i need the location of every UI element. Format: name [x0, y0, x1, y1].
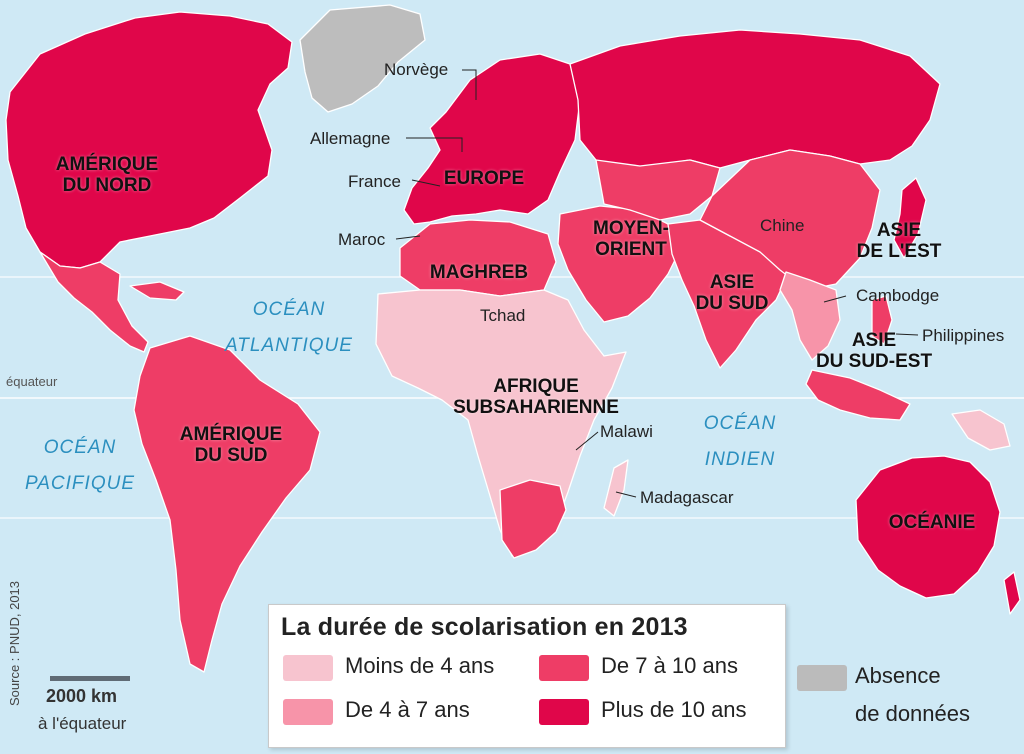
region-label-amerique-nord: AMÉRIQUE DU NORD: [42, 154, 172, 196]
country-label-allemagne: Allemagne: [310, 129, 391, 148]
subsaharan-africa-shape: [375, 289, 627, 557]
region-label-oceanie: OCÉANIE: [888, 512, 976, 533]
europe-shape: [403, 53, 581, 225]
caribbean-shape: [129, 281, 185, 301]
country-label-cambodge: Cambodge: [856, 286, 940, 305]
indonesia-shape: [805, 369, 911, 421]
new-guinea-shape: [951, 409, 1011, 451]
legend-swatch-plus-10: [539, 699, 589, 725]
ocean-label-line: ATLANTIQUE: [225, 335, 353, 356]
legend-box: La durée de scolarisation en 2013 Moins …: [268, 604, 970, 748]
ocean-label-indien: OCÉAN INDIEN: [690, 406, 790, 478]
ocean-label-line: OCÉAN: [252, 299, 326, 320]
north-america-shape: [5, 11, 293, 269]
legend-swatch-7-10: [539, 655, 589, 681]
region-label-amerique-sud: AMÉRIQUE DU SUD: [166, 424, 296, 466]
legend-label-7-10: De 7 à 10 ans: [601, 653, 738, 678]
region-label-line: DU SUD: [194, 445, 268, 466]
scale-sublabel: à l'équateur: [38, 714, 127, 733]
legend-swatch-4-7: [283, 699, 333, 725]
australia-shape: [855, 455, 1001, 599]
country-label-france: France: [348, 172, 401, 191]
ocean-label-pacifique: OCÉAN PACIFIQUE: [22, 430, 138, 502]
region-label-line: DU SUD: [695, 293, 769, 314]
country-label-norvege: Norvège: [384, 60, 449, 79]
ocean-label-line: PACIFIQUE: [25, 473, 135, 494]
scale-label: 2000 km: [46, 686, 118, 706]
equator-label: équateur: [6, 374, 58, 389]
central-america-shape: [39, 251, 149, 353]
legend-label-moins-4: Moins de 4 ans: [345, 653, 495, 678]
region-label-asie-est: ASIE DE L'EST: [856, 220, 942, 262]
region-label-line: DE L'EST: [856, 241, 942, 262]
region-label-afrique-subsaharienne: AFRIQUE SUBSAHARIENNE: [436, 376, 636, 418]
source-note: Source : PNUD, 2013: [7, 580, 22, 706]
region-label-line: ASIE: [876, 220, 922, 241]
region-label-line: DU NORD: [62, 175, 152, 196]
cambodge-leader: [823, 295, 847, 303]
country-label-philippines: Philippines: [922, 326, 1005, 345]
legend-label-plus-10: Plus de 10 ans: [601, 697, 747, 722]
legend-swatch-absence: [797, 665, 847, 691]
legend-label-4-7: De 4 à 7 ans: [345, 697, 470, 722]
region-label-europe: EUROPE: [443, 168, 525, 189]
new-zealand-shape: [1003, 571, 1021, 615]
country-label-malawi: Malawi: [600, 422, 653, 441]
allemagne-leader: [406, 137, 463, 152]
norvege-leader: [462, 69, 477, 100]
central-asia-shape: [595, 159, 721, 221]
scale-bar: [50, 676, 130, 681]
ocean-label-line: OCÉAN: [43, 437, 117, 458]
russia-shape: [569, 29, 941, 173]
maghreb-shape: [399, 219, 557, 297]
region-label-line: ORIENT: [595, 239, 667, 260]
country-label-maroc: Maroc: [338, 230, 386, 249]
region-label-line: ASIE: [851, 330, 897, 351]
greenland-shape: [299, 4, 426, 113]
country-label-madagascar: Madagascar: [640, 488, 734, 507]
region-label-moyen-orient: MOYEN- ORIENT: [576, 218, 686, 260]
region-label-maghreb: MAGHREB: [429, 262, 529, 283]
region-label-line: AMÉRIQUE: [179, 424, 283, 445]
madagascar-leader: [615, 491, 637, 498]
region-label-line: MOYEN-: [593, 218, 669, 239]
legend-title: La durée de scolarisation en 2013: [281, 613, 688, 641]
japan-shape: [893, 177, 927, 259]
legend-swatch-moins-4: [283, 655, 333, 681]
region-label-line: ASIE: [709, 272, 755, 293]
legend-label-absence-line2: de données: [855, 701, 970, 726]
ocean-label-atlantique: OCÉAN ATLANTIQUE: [214, 292, 364, 364]
philippines-shape: [871, 295, 893, 345]
ocean-label-line: INDIEN: [704, 449, 776, 470]
malawi-leader: [575, 431, 599, 451]
region-label-line: AMÉRIQUE: [55, 154, 159, 175]
region-label-line: DU SUD-EST: [815, 351, 933, 372]
philippines-leader: [895, 333, 919, 336]
country-label-chine: Chine: [760, 216, 805, 235]
southeast-asia-mainland-shape: [779, 271, 841, 361]
southern-africa-shape: [499, 479, 567, 559]
maroc-leader: [395, 235, 421, 240]
france-leader: [411, 179, 441, 187]
east-asia-shape: [699, 149, 881, 291]
ocean-label-line: OCÉAN: [703, 413, 777, 434]
south-america-shape: [133, 335, 321, 673]
region-label-asie-sud-est: ASIE DU SUD-EST: [802, 330, 946, 372]
madagascar-shape: [603, 459, 629, 517]
region-label-line: AFRIQUE: [493, 376, 579, 397]
legend-label-absence-line1: Absence: [855, 663, 941, 688]
country-label-tchad: Tchad: [480, 306, 526, 325]
region-label-asie-sud: ASIE DU SUD: [684, 272, 780, 314]
region-label-line: SUBSAHARIENNE: [453, 397, 619, 418]
